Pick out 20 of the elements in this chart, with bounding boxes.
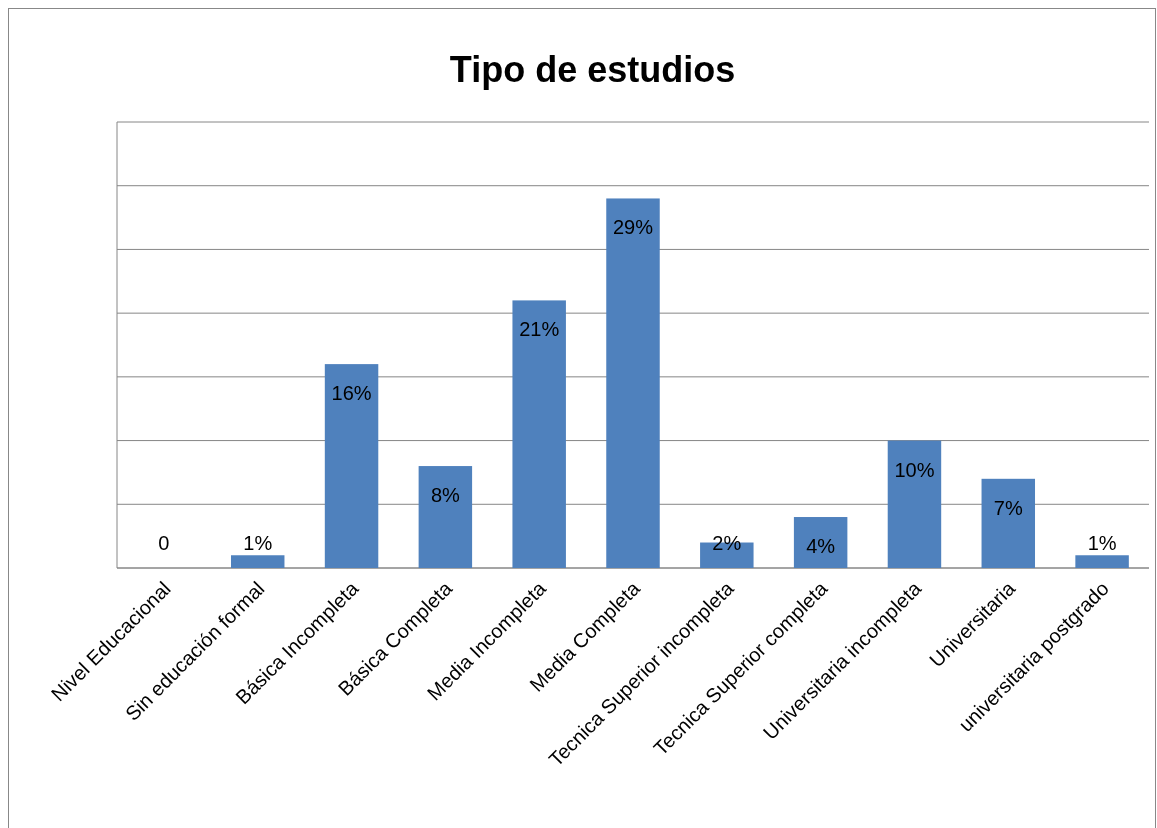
data-label: 1% (243, 532, 273, 554)
chart-title: Tipo de estudios (449, 49, 736, 90)
data-label: 1% (1087, 532, 1117, 554)
data-label: 4% (806, 535, 836, 558)
bar (887, 440, 942, 568)
bar (324, 364, 379, 568)
data-label: 7% (993, 496, 1023, 519)
bar (230, 555, 285, 568)
data-label: 16% (331, 382, 372, 405)
bar (981, 478, 1036, 568)
bar (418, 466, 473, 568)
data-label: 8% (430, 484, 461, 507)
data-label: 21% (519, 318, 560, 341)
bar (606, 198, 660, 568)
data-label: 10% (894, 458, 935, 481)
bar (793, 517, 848, 568)
data-label: 29% (612, 216, 654, 239)
bar (512, 300, 566, 568)
bar (1075, 555, 1129, 568)
data-label: 0 (158, 532, 170, 554)
